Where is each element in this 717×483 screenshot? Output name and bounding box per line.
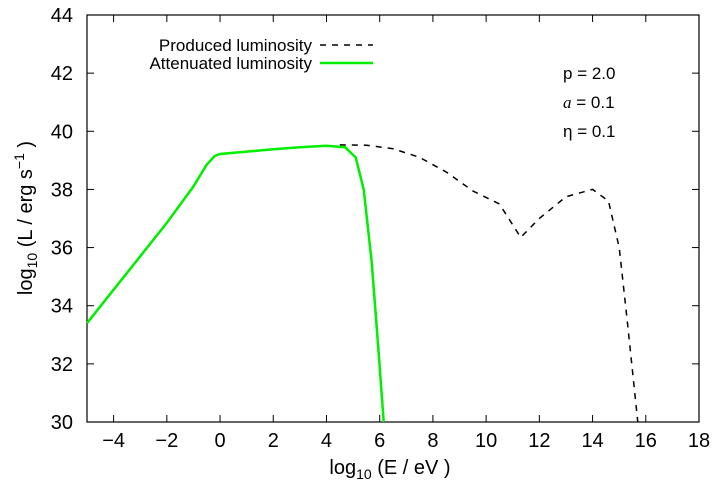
y-tick-label: 36 (51, 238, 73, 260)
parameter-annotations: p = 2.0 a = 0.1 η = 0.1 (563, 64, 616, 141)
x-axis-label: log10 (E / eV ) (329, 457, 450, 482)
series-layer (86, 144, 639, 423)
x-tick-label: −4 (102, 430, 125, 452)
x-tick-label: 18 (688, 430, 710, 452)
x-tick-label: 6 (374, 430, 385, 452)
legend-label-produced: Produced luminosity (159, 36, 313, 55)
x-tick-label: 14 (581, 430, 603, 452)
y-tick-label: 34 (51, 296, 73, 318)
legend-label-attenuated: Attenuated luminosity (149, 54, 312, 73)
y-tick-label: 44 (51, 5, 73, 27)
annotation-a: a = 0.1 (563, 93, 615, 112)
x-tick-label: 10 (475, 430, 497, 452)
annotation-eta: η = 0.1 (563, 122, 616, 141)
y-tick-label: 32 (51, 354, 73, 376)
y-tick-label: 40 (51, 121, 73, 143)
x-tick-label: 2 (268, 430, 279, 452)
y-tick-label: 30 (51, 412, 73, 434)
x-tick-label: 8 (427, 430, 438, 452)
y-tick-label: 38 (51, 179, 73, 201)
legend: Produced luminosity Attenuated luminosit… (149, 36, 373, 73)
y-tick-label: 42 (51, 63, 73, 85)
x-tick-label: 4 (321, 430, 332, 452)
series-line-attenuated-luminosity (86, 144, 385, 423)
x-tick-label: 0 (214, 430, 225, 452)
x-tick-label: 12 (528, 430, 550, 452)
x-tick-label: 16 (635, 430, 657, 452)
tick-layer: −4 −2 0 2 4 6 8 10 12 14 16 18 30 32 34 36 38 40 42 44 (51, 5, 710, 452)
x-tick-label: −2 (155, 430, 178, 452)
y-axis-label: log10 (L / erg s−1 ) (11, 141, 40, 295)
annotation-p: p = 2.0 (563, 64, 616, 83)
series-line-produced-luminosity (339, 144, 639, 423)
plot-frame (86, 14, 700, 423)
